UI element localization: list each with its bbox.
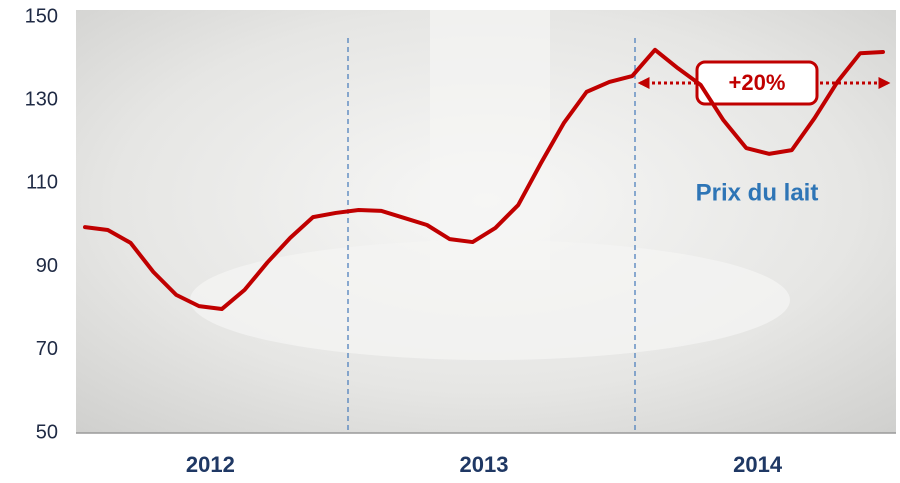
data-line <box>83 47 885 312</box>
y-tick-label: 150 <box>25 5 58 27</box>
series-label: Prix du lait <box>696 179 819 206</box>
annotation: +20% <box>729 70 786 95</box>
splash <box>190 240 790 360</box>
y-tick-label: 110 <box>26 172 58 194</box>
y-tick-label: 90 <box>36 255 58 277</box>
splash <box>430 10 550 270</box>
x-group-label: 2012 <box>186 452 235 477</box>
x-group-label: 2013 <box>460 452 509 477</box>
y-tick-label: 70 <box>36 338 58 360</box>
x-group-label: 2014 <box>733 452 783 477</box>
y-tick-label: 130 <box>25 88 58 110</box>
y-tick-label: 50 <box>36 421 58 443</box>
